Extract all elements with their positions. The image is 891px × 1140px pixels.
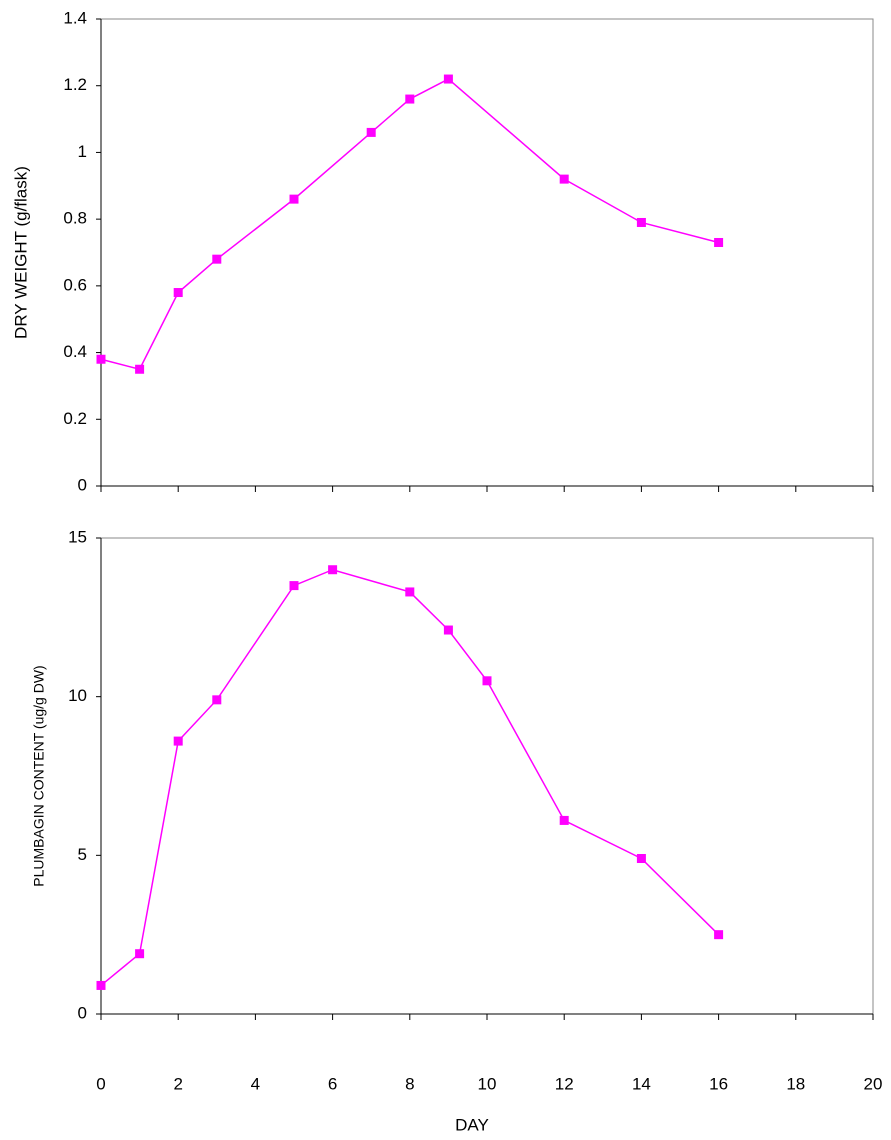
y-tick-label: 15 <box>68 527 87 546</box>
chart: 0 0.2 0.4 0.6 0.8 1 1.2 1.4 DRY WEIGHT (g/flask)… <box>0 0 891 1140</box>
x-tick-label: 16 <box>709 1074 728 1093</box>
data-point <box>637 854 646 863</box>
plot-frame <box>101 538 873 1014</box>
data-point <box>135 949 144 958</box>
data-point <box>405 587 414 596</box>
y-tick-label: 1 <box>78 142 87 161</box>
x-axis-title: DAY <box>455 1115 489 1134</box>
y-tick-label: 0 <box>78 1003 87 1022</box>
data-point <box>328 565 337 574</box>
y-axis-title: DRY WEIGHT (g/flask) <box>11 166 30 339</box>
x-tick-label: 20 <box>864 1074 883 1093</box>
data-point <box>212 255 221 264</box>
y-tick-label: 0.8 <box>63 209 87 228</box>
y-tick-label: 10 <box>68 686 87 705</box>
x-tick-label: 14 <box>632 1074 651 1093</box>
y-tick-label: 0.2 <box>63 409 87 428</box>
data-point <box>367 128 376 137</box>
data-point <box>212 695 221 704</box>
data-point <box>174 288 183 297</box>
data-point <box>483 676 492 685</box>
data-point <box>290 195 299 204</box>
data-point <box>97 355 106 364</box>
x-tick-label: 8 <box>405 1074 414 1093</box>
data-line <box>101 79 719 369</box>
data-point <box>560 175 569 184</box>
data-point <box>444 75 453 84</box>
y-tick-label: 5 <box>78 845 87 864</box>
y-tick-label: 0.4 <box>63 342 87 361</box>
x-tick-label: 0 <box>96 1074 105 1093</box>
data-point <box>405 95 414 104</box>
x-tick-label: 12 <box>555 1074 574 1093</box>
data-point <box>97 981 106 990</box>
x-tick-label: 18 <box>786 1074 805 1093</box>
y-tick-label: 0 <box>78 475 87 494</box>
x-tick-label: 6 <box>328 1074 337 1093</box>
data-point <box>174 737 183 746</box>
plot-frame <box>101 19 873 486</box>
x-tick-label: 10 <box>478 1074 497 1093</box>
data-point <box>714 930 723 939</box>
y-tick-label: 1.4 <box>63 8 87 27</box>
data-point <box>290 581 299 590</box>
data-point <box>444 626 453 635</box>
data-point <box>135 365 144 374</box>
x-tick-label: 2 <box>173 1074 182 1093</box>
data-line <box>101 570 719 986</box>
y-tick-label: 1.2 <box>63 75 87 94</box>
y-axis-title: PLUMBAGIN CONTENT (ug/g DW) <box>31 665 47 886</box>
x-tick-label: 4 <box>251 1074 260 1093</box>
y-tick-label: 0.6 <box>63 275 87 294</box>
data-point <box>714 238 723 247</box>
data-point <box>637 218 646 227</box>
data-point <box>560 816 569 825</box>
